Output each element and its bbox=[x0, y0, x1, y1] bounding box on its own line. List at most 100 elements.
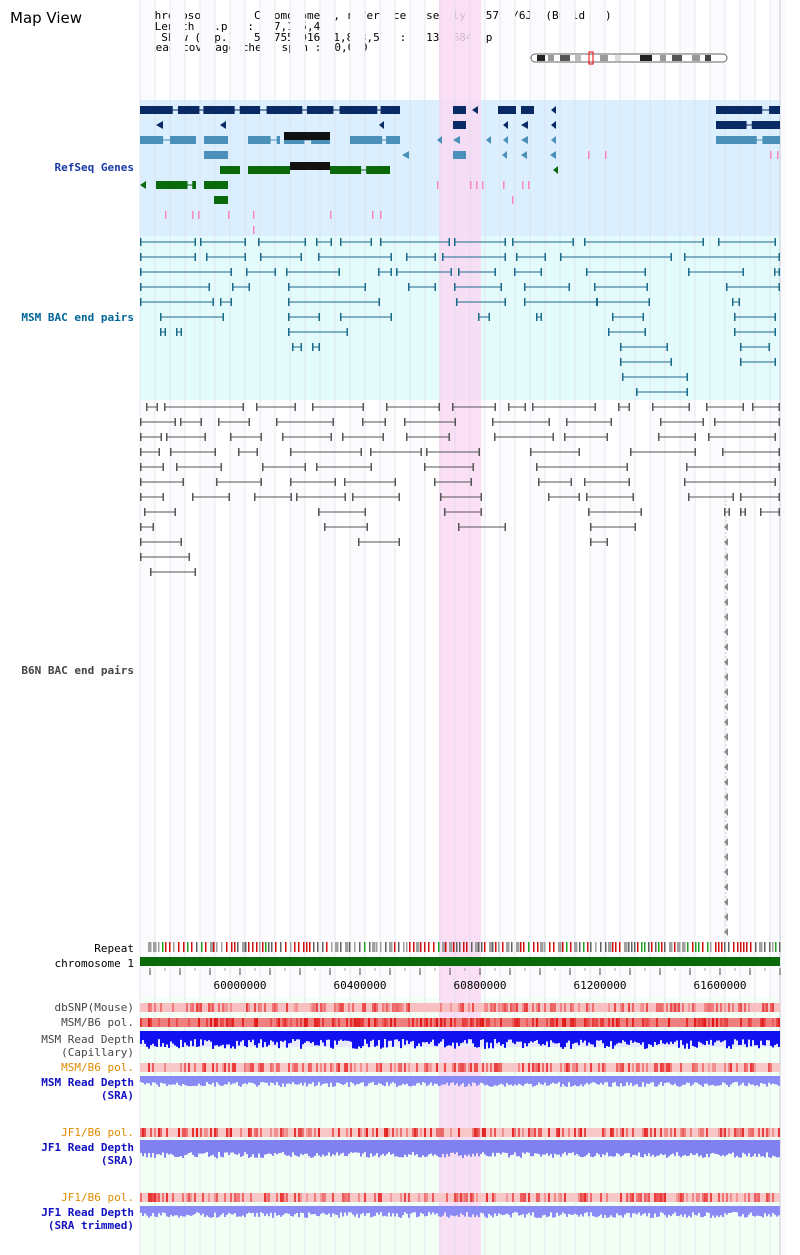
jf1-depth-trim-bar bbox=[466, 1206, 468, 1213]
msm-depth-cap-bar bbox=[380, 1031, 382, 1049]
msm-depth-sra-bar bbox=[144, 1076, 146, 1085]
dbsnp-strip-cell bbox=[532, 1003, 534, 1012]
msm-depth-cap-bar bbox=[652, 1031, 654, 1047]
b6n-bac-pair-end bbox=[708, 433, 710, 441]
jf1-pol-strip-cell bbox=[690, 1128, 692, 1137]
jf1-depth-trim-bar bbox=[180, 1206, 182, 1216]
jf1-pol-strip-cell bbox=[752, 1128, 754, 1137]
msm-depth-cap-bar bbox=[150, 1031, 152, 1046]
msm-depth-sra-bar bbox=[284, 1076, 286, 1087]
msm-depth-sra-bar bbox=[728, 1076, 730, 1087]
msm-depth-cap-bar bbox=[228, 1031, 230, 1045]
msm-depth-sra-bar bbox=[736, 1076, 738, 1083]
jf1-depth-trim-bar bbox=[550, 1206, 552, 1213]
jf1-depth-sra-bar bbox=[700, 1140, 702, 1156]
b6n-bac-pair-end bbox=[628, 478, 630, 486]
dbsnp-strip-cell bbox=[248, 1003, 250, 1012]
b6n-bac-pair-end bbox=[424, 463, 426, 471]
jf1-depth-trim-bar bbox=[154, 1206, 156, 1217]
jf1-depth-trim-bar bbox=[410, 1206, 412, 1214]
repeat-element bbox=[213, 942, 215, 952]
msm-depth-cap-bar bbox=[506, 1031, 508, 1043]
msm-pol-strip-cell bbox=[464, 1018, 466, 1027]
jf1-depth-sra-bar bbox=[526, 1140, 528, 1153]
jf1-depth-sra-bar bbox=[680, 1140, 682, 1158]
jf1-depth-trim-bar bbox=[194, 1206, 196, 1214]
msm-depth-cap-bar bbox=[276, 1031, 278, 1043]
repeat-element bbox=[322, 942, 324, 952]
repeat-element bbox=[409, 942, 411, 952]
msm-depth-sra-bar bbox=[344, 1076, 346, 1085]
jf1-depth-sra-bar bbox=[418, 1140, 420, 1158]
track-label-msm-bac[interactable]: MSM BAC end pairs bbox=[21, 311, 134, 324]
repeat-element bbox=[608, 942, 612, 952]
msm-depth-sra-bar bbox=[156, 1076, 158, 1085]
jf1-depth-trim-bar bbox=[450, 1206, 452, 1216]
msm-depth-sra-bar bbox=[680, 1076, 682, 1087]
msm-pol-strip-cell bbox=[564, 1018, 566, 1027]
dbsnp-strip-cell bbox=[586, 1003, 588, 1012]
jf1-depth-trim-bar bbox=[534, 1206, 536, 1218]
jf1-pol-trim-strip-cell bbox=[156, 1193, 158, 1202]
msm-pol-strip-cell bbox=[306, 1018, 308, 1027]
gene-mark bbox=[470, 181, 472, 189]
track-label-refseq[interactable]: RefSeq Genes bbox=[54, 161, 134, 174]
msm-bac-pair-end bbox=[778, 283, 780, 291]
msm-depth-cap-bar bbox=[572, 1031, 574, 1044]
msm-depth-cap-bar bbox=[256, 1031, 258, 1048]
b6n-bac-pair-end bbox=[160, 433, 162, 441]
track-label-b6n-bac[interactable]: B6N BAC end pairs bbox=[21, 664, 134, 677]
msm-bac-pair-end bbox=[540, 268, 542, 276]
jf1-pol-strip-cell bbox=[664, 1128, 666, 1137]
jf1-depth-sra-bar bbox=[648, 1140, 650, 1154]
jf1-depth-trim-bar bbox=[348, 1206, 350, 1213]
msm-pol-sra-strip-cell bbox=[426, 1063, 428, 1072]
dbsnp-strip-cell bbox=[554, 1003, 556, 1012]
jf1-depth-trim-bar bbox=[770, 1206, 772, 1217]
msm-pol-sra-strip-cell bbox=[636, 1063, 638, 1072]
jf1-depth-sra-bar bbox=[234, 1140, 236, 1155]
msm-depth-cap-bar bbox=[468, 1031, 470, 1040]
msm-depth-cap-bar bbox=[628, 1031, 630, 1045]
jf1-depth-sra-bar bbox=[326, 1140, 328, 1156]
b6n-bac-pair-end bbox=[760, 508, 762, 516]
jf1-depth-sra-bar bbox=[596, 1140, 598, 1154]
repeat-element bbox=[158, 942, 160, 952]
msm-pol-strip-cell bbox=[220, 1018, 222, 1027]
jf1-depth-trim-bar bbox=[354, 1206, 356, 1217]
jf1-depth-sra-bar bbox=[340, 1140, 342, 1154]
msm-depth-cap-bar bbox=[618, 1031, 620, 1043]
b6n-bac-pair-end bbox=[578, 448, 580, 456]
msm-depth-sra-bar bbox=[312, 1076, 314, 1083]
b6n-bac-pair-end bbox=[312, 403, 314, 411]
ideogram-band bbox=[672, 55, 682, 61]
msm-depth-cap-bar bbox=[188, 1031, 190, 1047]
msm-depth-cap-bar bbox=[166, 1031, 168, 1045]
jf1-pol-strip-cell bbox=[204, 1128, 206, 1137]
track-label-repeat: Repeat bbox=[94, 942, 134, 955]
jf1-depth-trim-bar bbox=[214, 1206, 216, 1213]
jf1-pol-strip-cell bbox=[144, 1128, 146, 1137]
track-label-chromosome: chromosome 1 bbox=[54, 957, 134, 970]
jf1-depth-sra-bar bbox=[368, 1140, 370, 1158]
msm-depth-sra-bar bbox=[420, 1076, 422, 1086]
msm-depth-cap-bar bbox=[336, 1031, 338, 1045]
msm-pol-strip-cell bbox=[206, 1018, 208, 1027]
msm-depth-sra-bar bbox=[710, 1076, 712, 1086]
msm-pol-sra-strip-cell bbox=[454, 1063, 456, 1072]
msm-bac-pair-end bbox=[312, 343, 314, 351]
repeat-element bbox=[566, 942, 568, 952]
msm-depth-cap-bar bbox=[202, 1031, 204, 1046]
jf1-depth-sra-bar bbox=[686, 1140, 688, 1157]
jf1-pol-trim-strip-cell bbox=[548, 1193, 550, 1202]
b6n-bac-pair-end bbox=[214, 448, 216, 456]
repeat-element bbox=[637, 942, 639, 952]
jf1-pol-trim-strip-cell bbox=[564, 1193, 566, 1202]
msm-depth-sra-bar bbox=[176, 1076, 178, 1083]
jf1-pol-trim-strip-cell bbox=[730, 1193, 732, 1202]
msm-depth-cap-bar bbox=[148, 1031, 150, 1049]
msm-bac-pair-end bbox=[642, 313, 644, 321]
jf1-depth-trim-bar bbox=[764, 1206, 766, 1214]
jf1-depth-trim-bar bbox=[174, 1206, 176, 1216]
jf1-depth-trim-bar bbox=[152, 1206, 154, 1214]
